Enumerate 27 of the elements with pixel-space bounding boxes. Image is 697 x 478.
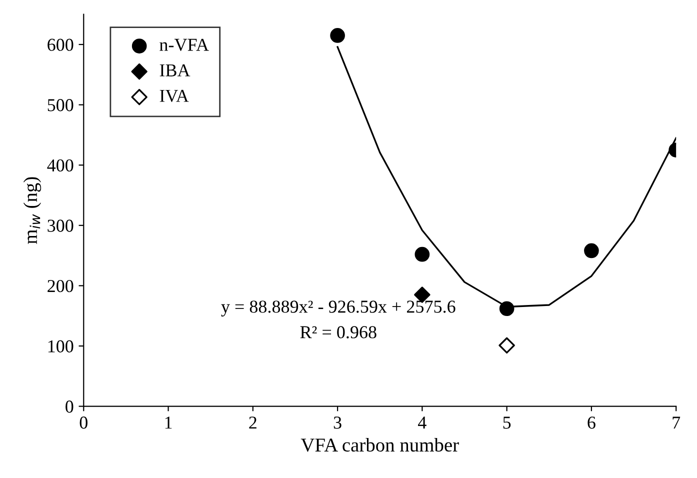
y-tick-label: 200 [48,280,74,292]
x-tick-label: 7 [672,416,680,429]
legend-label: IVA [160,90,189,102]
y-tick-label: 500 [48,99,74,112]
y-tick-label: 100 [48,340,74,352]
y-tick-label: 400 [47,159,74,172]
x-axis-title: VFA carbon number [300,438,459,452]
x-tick-label: 5 [503,416,511,429]
y-tick-label: 600 [48,38,74,51]
x-tick-label: 0 [80,416,88,429]
x-tick-label: 2 [249,416,256,429]
point [584,243,599,258]
x-tick-label: 3 [334,416,342,429]
annotation: y = 88.889x² - 926.59x + 2575.6 [221,300,456,316]
y-tick-label: 0 [66,400,74,413]
legend-label: IBA [160,64,190,76]
annotation: R² = 0.968 [300,326,376,338]
point [330,28,345,43]
y-axis-title: m$_{iw}$ (ng) [23,177,42,244]
point [414,246,430,262]
x-tick-label: 1 [165,416,172,429]
legend-label: n-VFA [160,38,209,52]
point [498,337,515,354]
point [499,301,514,316]
x-tick-label: 4 [418,416,426,429]
y-tick-label: 300 [48,220,74,232]
x-tick-label: 6 [588,416,596,429]
